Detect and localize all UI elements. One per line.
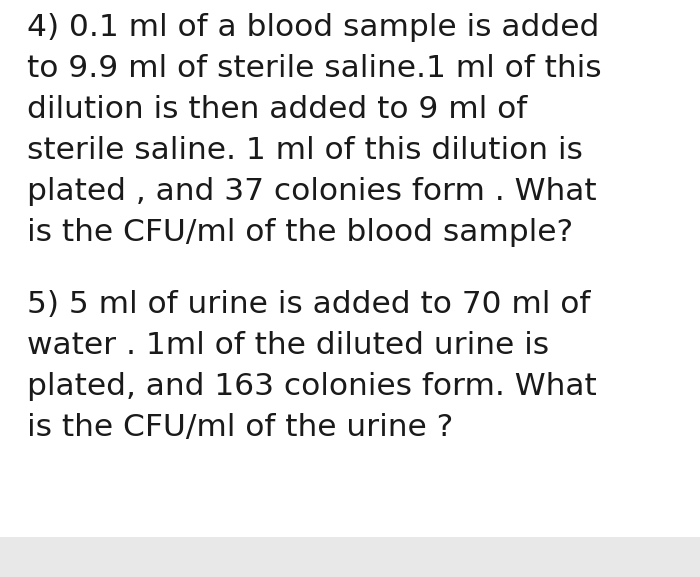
Text: 5) 5 ml of urine is added to 70 ml of
water . 1ml of the diluted urine is
plated: 5) 5 ml of urine is added to 70 ml of wa…: [27, 290, 596, 441]
Text: 4) 0.1 ml of a blood sample is added
to 9.9 ml of sterile saline.1 ml of this
di: 4) 0.1 ml of a blood sample is added to …: [27, 13, 601, 247]
